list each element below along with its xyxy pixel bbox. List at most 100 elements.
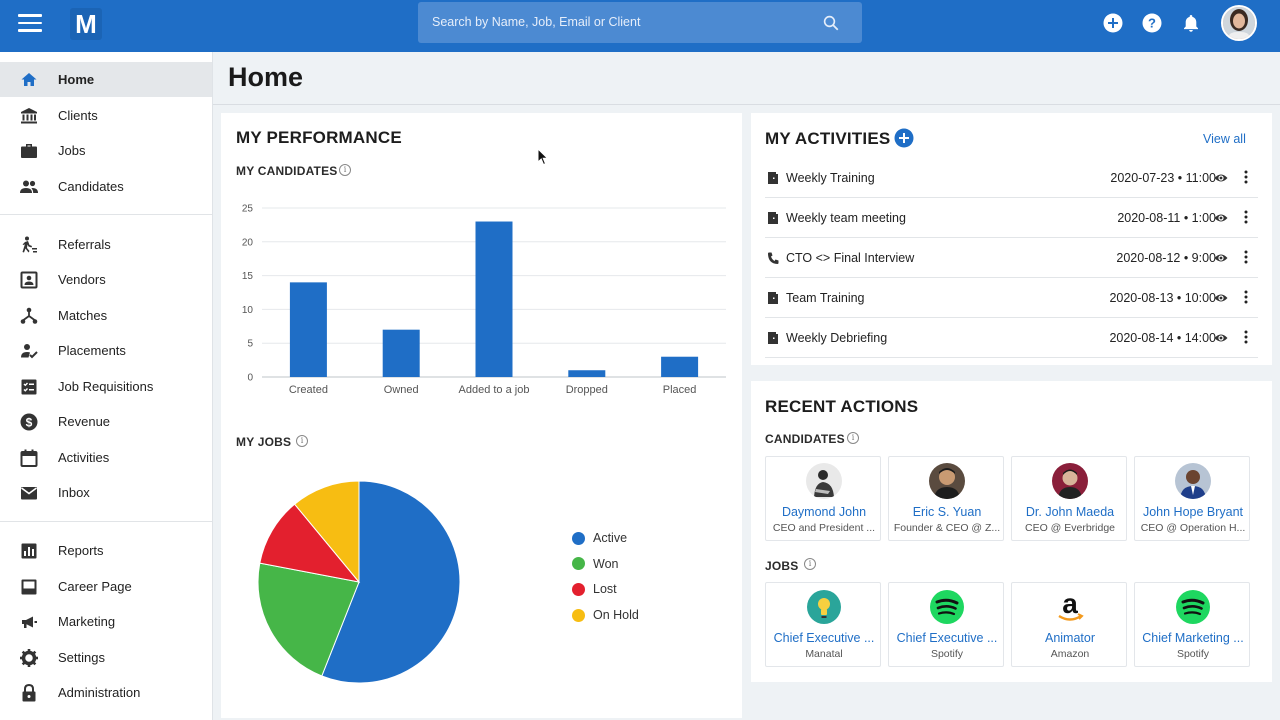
pie-slice[interactable] <box>257 562 360 677</box>
search-input[interactable]: Search by Name, Job, Email or Client <box>418 2 862 43</box>
legend-item: On Hold <box>572 608 639 622</box>
bar[interactable] <box>289 282 327 377</box>
sidebar-item-candidates[interactable]: Candidates <box>0 169 212 204</box>
bar[interactable] <box>475 221 513 377</box>
eye-icon[interactable] <box>1214 291 1228 305</box>
bar[interactable] <box>661 356 699 377</box>
pie-slice[interactable] <box>321 480 461 684</box>
bar-chart-icon <box>21 543 37 559</box>
sidebar-item-jobs[interactable]: Jobs <box>0 133 212 168</box>
performance-title: MY PERFORMANCE <box>236 128 402 147</box>
home-icon <box>21 73 37 86</box>
calendar-icon <box>20 449 38 467</box>
candidate-name[interactable]: Daymond John <box>781 505 867 519</box>
info-icon[interactable]: i <box>847 432 859 444</box>
activity-row[interactable]: CTO <> Final Interview 2020-08-12 • 9:00 <box>765 238 1258 278</box>
sidebar-item-referrals[interactable]: Referrals <box>0 227 212 262</box>
activity-name[interactable]: Weekly Training <box>786 171 875 185</box>
legend-swatch <box>572 582 585 596</box>
sidebar-item-matches[interactable]: Matches <box>0 298 212 333</box>
sidebar-item-activities[interactable]: Activities <box>0 440 212 475</box>
sidebar-item-clients[interactable]: Clients <box>0 98 212 133</box>
job-company: Amazon <box>1050 648 1090 660</box>
door-icon <box>768 292 778 304</box>
activity-name[interactable]: Weekly team meeting <box>786 211 906 225</box>
add-activity-icon[interactable] <box>894 128 914 148</box>
bell-icon[interactable] <box>1181 13 1201 33</box>
activity-row[interactable]: Weekly team meeting 2020-08-11 • 1:00 <box>765 198 1258 238</box>
people-icon <box>20 180 38 193</box>
job-title[interactable]: Chief Executive ... <box>896 631 998 645</box>
more-vertical-icon[interactable] <box>1244 290 1248 304</box>
spotify-logo-icon <box>929 589 965 625</box>
job-tile[interactable]: Chief Executive ... Spotify <box>888 582 1004 667</box>
bar[interactable] <box>568 370 606 377</box>
search-icon[interactable] <box>822 14 840 32</box>
more-vertical-icon[interactable] <box>1244 210 1248 224</box>
eye-icon[interactable] <box>1214 171 1228 185</box>
sidebar-item-revenue[interactable]: $ Revenue <box>0 404 212 439</box>
job-title[interactable]: Chief Executive ... <box>773 631 875 645</box>
eye-icon[interactable] <box>1214 251 1228 265</box>
candidate-name[interactable]: John Hope Bryant <box>1142 505 1244 519</box>
candidate-tile[interactable]: John Hope Bryant CEO @ Operation H... <box>1134 456 1250 541</box>
pie-slice[interactable] <box>259 503 361 583</box>
candidate-avatar <box>1175 463 1211 499</box>
info-icon[interactable]: i <box>804 558 816 570</box>
candidate-avatar <box>1052 463 1088 499</box>
more-vertical-icon[interactable] <box>1244 250 1248 264</box>
sidebar-item-inbox[interactable]: Inbox <box>0 475 212 510</box>
activity-row[interactable]: Weekly Debriefing 2020-08-14 • 14:00 <box>765 318 1258 358</box>
sidebar-item-marketing[interactable]: Marketing <box>0 604 212 639</box>
activity-name[interactable]: Weekly Debriefing <box>786 331 888 345</box>
user-avatar[interactable] <box>1221 5 1257 41</box>
y-tick-label: 25 <box>242 204 254 215</box>
activity-row[interactable]: Team Training 2020-08-13 • 10:00 <box>765 278 1258 318</box>
info-icon[interactable]: i <box>339 164 351 176</box>
info-icon[interactable]: i <box>296 435 308 447</box>
sidebar-item-career-page[interactable]: Career Page <box>0 569 212 604</box>
candidate-name[interactable]: Eric S. Yuan <box>912 505 982 519</box>
view-all-link[interactable]: View all <box>1203 132 1246 146</box>
job-tile[interactable]: Chief Executive ... Manatal <box>765 582 881 667</box>
mouse-cursor-icon <box>537 148 549 166</box>
job-title[interactable]: Chief Marketing ... <box>1142 631 1244 645</box>
menu-icon[interactable] <box>18 14 42 32</box>
candidate-tile[interactable]: Daymond John CEO and President ... <box>765 456 881 541</box>
more-vertical-icon[interactable] <box>1244 330 1248 344</box>
door-icon <box>768 332 778 344</box>
help-icon[interactable]: ? <box>1142 13 1162 33</box>
more-vertical-icon[interactable] <box>1244 170 1248 184</box>
sidebar-item-label: Revenue <box>58 414 111 429</box>
pie-slice[interactable] <box>293 480 360 584</box>
candidate-name[interactable]: Dr. John Maeda <box>1025 505 1115 519</box>
candidate-avatar <box>929 463 965 499</box>
sidebar-item-placements[interactable]: Placements <box>0 333 212 368</box>
sidebar-item-administration[interactable]: Administration <box>0 675 212 710</box>
legend-label: Won <box>593 556 619 571</box>
sidebar-item-job-requisitions[interactable]: Job Requisitions <box>0 369 212 404</box>
job-tile[interactable]: Chief Marketing ... Spotify <box>1134 582 1250 667</box>
sidebar-item-reports[interactable]: Reports <box>0 533 212 568</box>
activity-name[interactable]: Team Training <box>786 291 865 305</box>
candidate-tile[interactable]: Dr. John Maeda CEO @ Everbridge <box>1011 456 1127 541</box>
bar[interactable] <box>382 329 420 377</box>
sidebar-item-label: Settings <box>58 650 105 665</box>
sidebar-item-label: Referrals <box>58 237 111 252</box>
activity-name[interactable]: CTO <> Final Interview <box>786 251 915 265</box>
activity-row[interactable]: Weekly Training 2020-07-23 • 11:00 <box>765 158 1258 198</box>
legend-item: Won <box>572 557 618 571</box>
app-logo[interactable]: M <box>70 8 102 40</box>
add-circle-icon[interactable] <box>1103 13 1123 33</box>
sidebar-item-vendors[interactable]: Vendors <box>0 262 212 297</box>
job-tile[interactable]: a Animator Amazon <box>1011 582 1127 667</box>
candidate-tile[interactable]: Eric S. Yuan Founder & CEO @ Z... <box>888 456 1004 541</box>
sidebar-item-home[interactable]: Home <box>0 62 212 97</box>
job-title[interactable]: Animator <box>1044 631 1096 645</box>
eye-icon[interactable] <box>1214 211 1228 225</box>
sidebar-item-settings[interactable]: Settings <box>0 640 212 675</box>
eye-icon[interactable] <box>1214 331 1228 345</box>
sidebar-divider <box>0 214 212 215</box>
y-tick-label: 10 <box>242 305 254 316</box>
page-title: Home <box>228 62 304 92</box>
